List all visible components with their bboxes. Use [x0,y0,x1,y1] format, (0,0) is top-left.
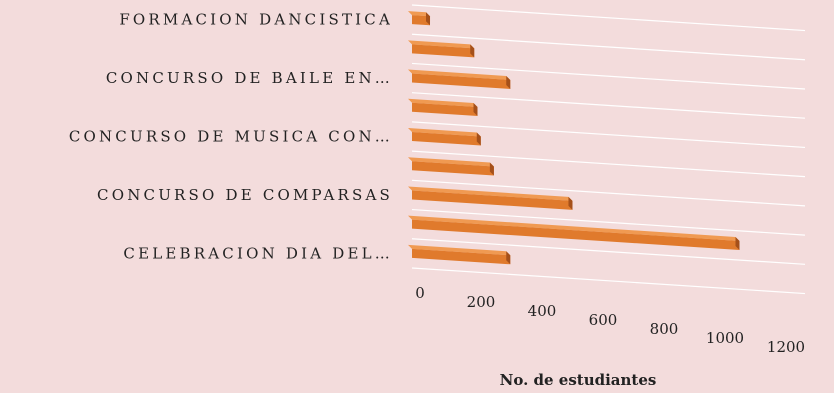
grid-line [411,121,806,149]
bar-top-face [408,244,511,256]
x-tick-labels: 0 200 400 600 800 1000 1200 [415,284,805,356]
grid-line [411,179,806,207]
bar [408,244,511,265]
bar-top-face [408,40,475,49]
bar-end-face [426,12,431,26]
bar-top-face [408,157,494,167]
bar-front-face [412,219,740,250]
x-tick-label: 600 [589,311,618,329]
bar-front-face [412,15,431,26]
bar-front-face [412,190,573,210]
bar-end-face [568,196,573,210]
bar-front-face [412,73,511,89]
bar-front-face [412,132,481,146]
category-label: CONCURSO DE COMPARSAS [97,186,393,204]
bar-front-face [412,161,494,176]
bar-top-face [408,215,740,241]
bar-end-face [735,236,740,250]
bar [408,157,494,176]
category-labels: CELEBRACION DIA DEL… CONCURSO DE COMPARSA… [69,11,393,263]
grid-line [411,267,806,295]
bar-top-face [408,186,573,201]
grid-line [411,238,806,265]
x-tick-label: 1200 [767,338,805,356]
category-label: FORMACION DANCISTICA [119,11,393,29]
grid-line [411,4,806,32]
bar-end-face [506,75,511,89]
x-tick-label: 0 [415,284,425,302]
grid-line [411,150,806,178]
bars [408,11,740,265]
x-axis-title: No. de estudiantes [500,371,657,389]
grid-lines [411,4,806,295]
bar [408,11,431,26]
bar-top-face [408,11,431,17]
bar-end-face [506,251,511,265]
bar-end-face [470,44,475,58]
bar-top-face [408,128,481,137]
bar-end-face [489,162,494,176]
bar-front-face [412,248,511,265]
category-label: CONCURSO DE BAILE EN… [106,69,393,87]
x-tick-label: 1000 [706,329,744,347]
category-label: CELEBRACION DIA DEL… [123,244,393,262]
bar-front-face [412,44,475,58]
bar [408,215,740,250]
grid-line [411,62,806,90]
grid-line [411,33,806,61]
bar [408,128,481,146]
x-tick-label: 800 [650,320,679,338]
category-label: CONCURSO DE MUSICA CON… [69,128,393,146]
bar-end-face [473,103,478,117]
bar [408,98,478,117]
grid-line [411,208,806,236]
grid-line [411,92,806,119]
x-tick-label: 400 [528,302,557,320]
bar [408,69,511,89]
x-tick-label: 200 [467,293,496,311]
bar-top-face [408,98,478,108]
bar-front-face [412,102,478,117]
bar [408,186,573,210]
bar-top-face [408,69,511,80]
bar [408,40,475,58]
bar-end-face [476,132,481,146]
